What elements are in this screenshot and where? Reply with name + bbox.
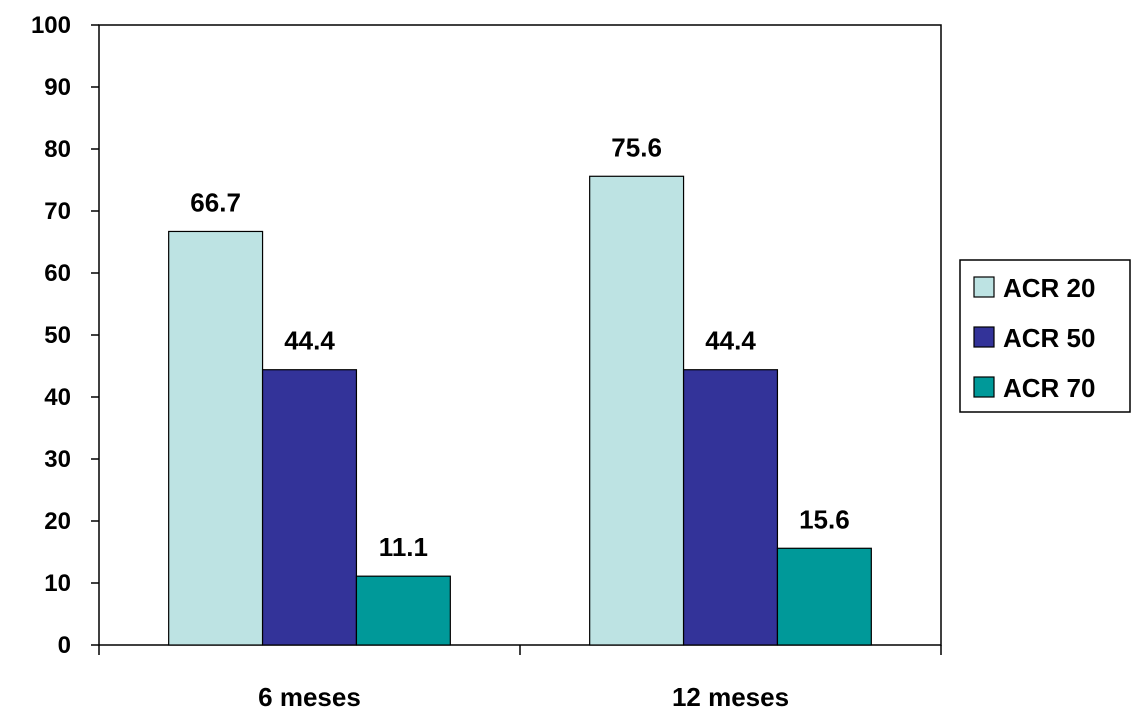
y-axis: 0 10 20 30 40 50 60 70 80 90 100 — [31, 12, 99, 659]
legend-swatch — [973, 326, 995, 348]
legend-swatch — [973, 276, 995, 298]
bar-value-label: 66.7 — [190, 187, 241, 217]
bar — [776, 547, 872, 646]
x-axis: 6 meses 12 meses — [98, 645, 942, 712]
y-tick-label: 60 — [44, 260, 71, 287]
y-tick-label: 40 — [44, 384, 71, 411]
legend-label: ACR 50 — [1003, 323, 1095, 353]
y-tick-label: 80 — [44, 136, 71, 163]
bar — [682, 369, 779, 646]
legend-label: ACR 70 — [1003, 373, 1095, 403]
bars-group — [168, 175, 872, 646]
bar — [355, 575, 451, 646]
y-tick-label: 0 — [58, 632, 71, 659]
bar-value-label: 44.4 — [284, 326, 335, 356]
y-tick-label: 50 — [44, 322, 71, 349]
y-tick-label: 90 — [44, 74, 71, 101]
bar — [589, 175, 685, 646]
bar — [261, 369, 358, 646]
legend-label: ACR 20 — [1003, 273, 1095, 303]
y-tick-label: 70 — [44, 198, 71, 225]
y-tick-label: 30 — [44, 446, 71, 473]
y-tick-label: 20 — [44, 508, 71, 535]
data-labels-group: 66.7 44.4 11.1 75.6 44.4 15.6 — [190, 132, 849, 562]
legend-swatch — [973, 376, 995, 398]
y-tick-label: 10 — [44, 570, 71, 597]
legend: ACR 20 ACR 50 ACR 70 — [959, 259, 1131, 413]
bar-value-label: 15.6 — [799, 504, 850, 534]
bar-value-label: 11.1 — [379, 532, 428, 562]
bar — [168, 230, 264, 646]
bar-value-label: 75.6 — [611, 132, 662, 162]
x-category-label: 12 meses — [672, 682, 789, 712]
y-tick-label: 100 — [31, 12, 71, 39]
bar-value-label: 44.4 — [705, 326, 756, 356]
x-category-label: 6 meses — [258, 682, 361, 712]
